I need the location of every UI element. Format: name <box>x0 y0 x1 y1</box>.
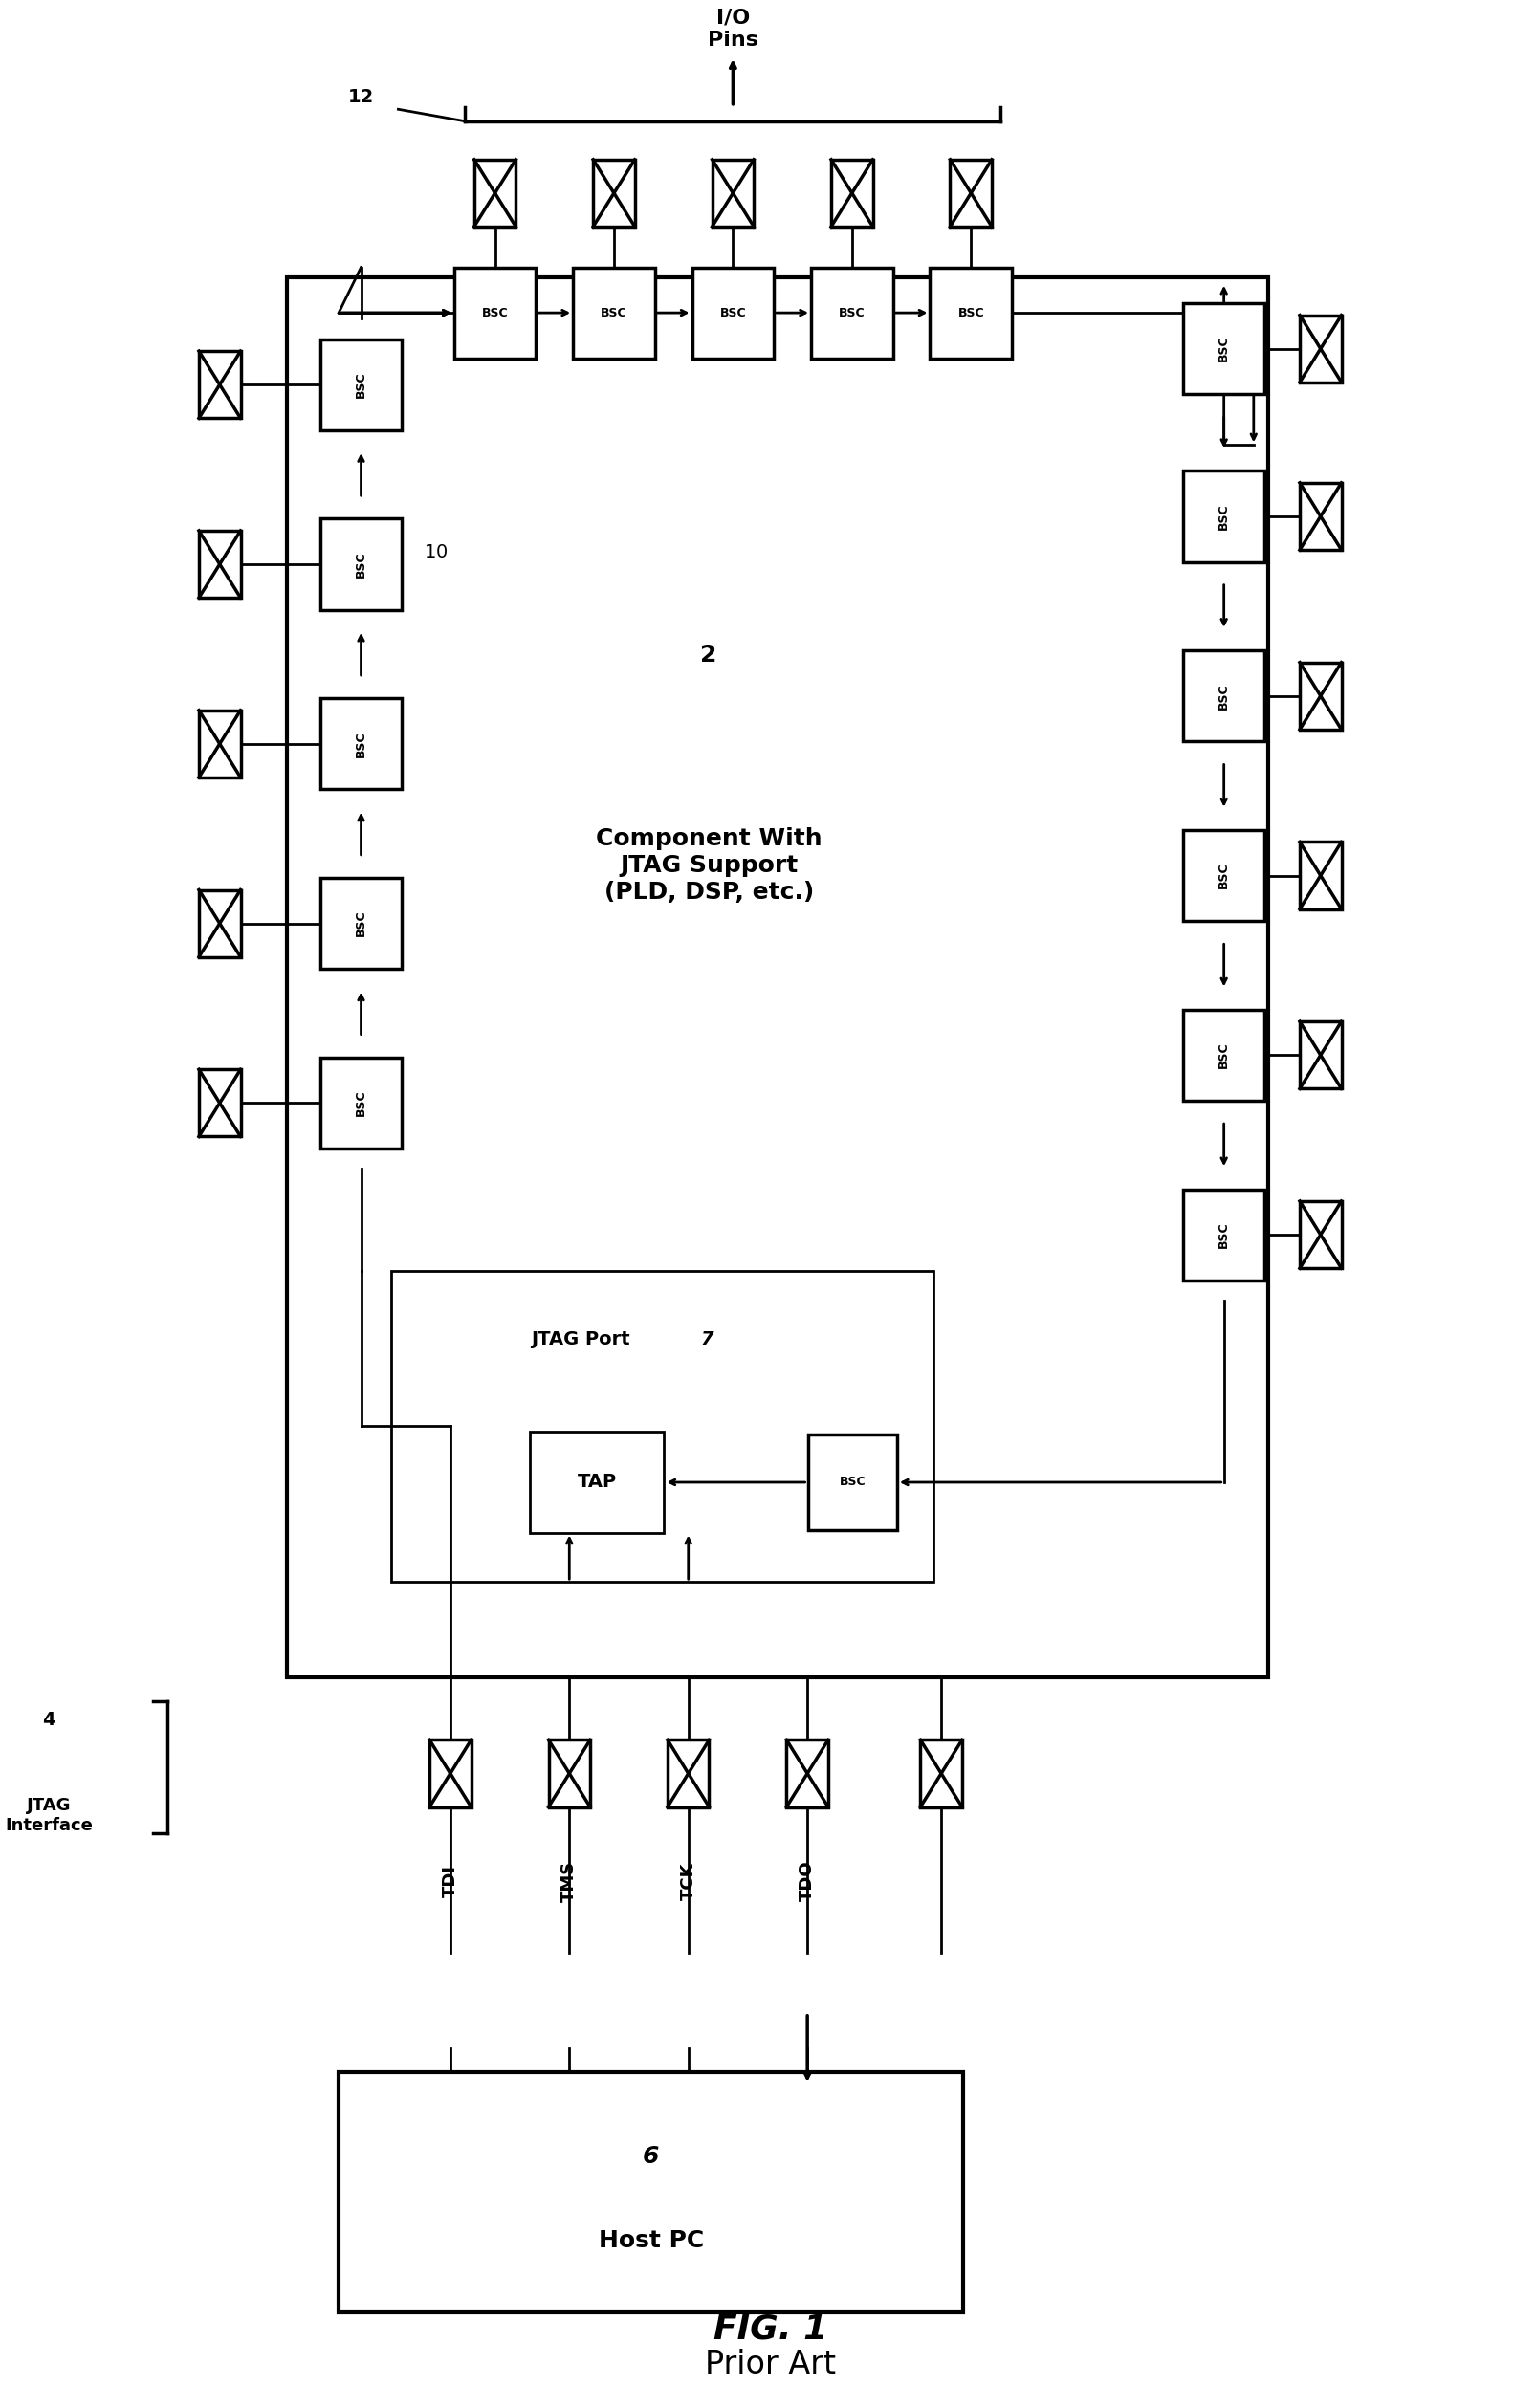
FancyBboxPatch shape <box>319 340 403 431</box>
FancyBboxPatch shape <box>454 267 536 359</box>
Bar <box>831 159 872 226</box>
Bar <box>198 891 241 956</box>
Text: JTAG Port: JTAG Port <box>531 1329 630 1348</box>
Bar <box>1301 484 1341 549</box>
Text: Host PC: Host PC <box>598 2230 704 2251</box>
FancyBboxPatch shape <box>930 267 1011 359</box>
Text: TAP: TAP <box>577 1474 616 1491</box>
Text: BSC: BSC <box>1217 684 1229 708</box>
Text: Component With
JTAG Support
(PLD, DSP, etc.): Component With JTAG Support (PLD, DSP, e… <box>595 828 822 903</box>
Text: BSC: BSC <box>354 1091 368 1117</box>
Bar <box>339 2073 963 2312</box>
FancyBboxPatch shape <box>1182 472 1264 561</box>
Text: BSC: BSC <box>481 306 509 318</box>
Bar <box>1301 1202 1341 1269</box>
FancyBboxPatch shape <box>319 698 403 790</box>
FancyBboxPatch shape <box>692 267 774 359</box>
Text: FIG. 1: FIG. 1 <box>713 2312 827 2345</box>
Bar <box>286 277 1269 1678</box>
Text: $\mathit{10}$: $\mathit{10}$ <box>424 544 448 561</box>
Text: BSC: BSC <box>354 910 368 937</box>
Text: 12: 12 <box>348 89 374 106</box>
FancyBboxPatch shape <box>812 267 893 359</box>
Text: BSC: BSC <box>354 551 368 578</box>
Bar <box>1301 1021 1341 1088</box>
Text: BSC: BSC <box>839 306 864 318</box>
Text: 4: 4 <box>42 1710 55 1729</box>
Text: 6: 6 <box>643 2146 660 2167</box>
FancyBboxPatch shape <box>1182 1009 1264 1100</box>
Text: BSC: BSC <box>1217 862 1229 889</box>
FancyBboxPatch shape <box>319 518 403 609</box>
FancyBboxPatch shape <box>319 879 403 968</box>
Text: TMS: TMS <box>560 1861 578 1902</box>
Bar <box>198 530 241 597</box>
FancyBboxPatch shape <box>1182 1190 1264 1281</box>
Bar <box>593 159 634 226</box>
Text: BSC: BSC <box>1217 503 1229 530</box>
Text: TDI: TDI <box>442 1864 459 1898</box>
Text: BSC: BSC <box>601 306 627 318</box>
Bar <box>198 710 241 778</box>
Bar <box>391 1271 934 1582</box>
Bar <box>951 159 992 226</box>
Bar <box>1301 843 1341 910</box>
Text: BSC: BSC <box>839 1476 866 1488</box>
Bar <box>198 1069 241 1137</box>
Bar <box>530 1433 665 1531</box>
Bar <box>548 1741 590 1806</box>
FancyBboxPatch shape <box>1182 650 1264 742</box>
Text: BSC: BSC <box>719 306 746 318</box>
FancyBboxPatch shape <box>1182 831 1264 920</box>
Bar <box>474 159 516 226</box>
FancyBboxPatch shape <box>808 1435 896 1529</box>
Text: TCK: TCK <box>680 1861 696 1900</box>
Bar <box>198 352 241 419</box>
Bar <box>430 1741 471 1806</box>
Text: BSC: BSC <box>354 371 368 397</box>
Bar <box>787 1741 828 1806</box>
FancyBboxPatch shape <box>1182 303 1264 395</box>
FancyBboxPatch shape <box>319 1057 403 1149</box>
Bar <box>921 1741 961 1806</box>
Text: 2: 2 <box>701 643 718 667</box>
Text: BSC: BSC <box>354 730 368 756</box>
Text: BSC: BSC <box>1217 335 1229 361</box>
Bar <box>668 1741 709 1806</box>
Text: BSC: BSC <box>1217 1043 1229 1069</box>
Text: BSC: BSC <box>1217 1221 1229 1247</box>
Bar <box>712 159 754 226</box>
Text: 7: 7 <box>701 1329 713 1348</box>
Bar <box>1301 662 1341 730</box>
Text: BSC: BSC <box>958 306 984 318</box>
FancyBboxPatch shape <box>574 267 656 359</box>
Bar <box>1301 315 1341 383</box>
Text: TDO: TDO <box>799 1861 816 1902</box>
Text: JTAG
Interface: JTAG Interface <box>5 1796 92 1835</box>
Text: I/O
Pins: I/O Pins <box>707 7 759 51</box>
Text: Prior Art: Prior Art <box>704 2350 836 2382</box>
